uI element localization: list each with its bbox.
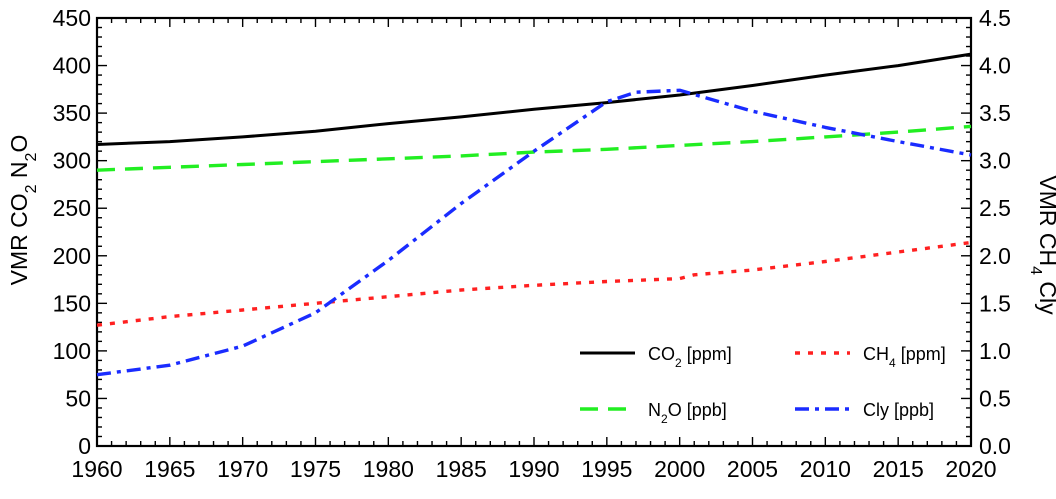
x-tick-label: 1965 xyxy=(144,456,195,482)
left-y-tick-label: 250 xyxy=(53,195,91,221)
left-y-tick-label: 200 xyxy=(53,243,91,269)
series-lines xyxy=(96,52,972,377)
plot-border xyxy=(95,16,973,448)
left-y-tick-label: 0 xyxy=(78,433,91,459)
x-tick-label: 1990 xyxy=(508,456,559,482)
x-axis: 1960 1965 1970 1975 1980 1985 1990 1995 2000 2005… xyxy=(71,456,996,482)
left-y-tick-label: 350 xyxy=(53,100,91,126)
right-y-tick-label: 2.0 xyxy=(979,243,1011,269)
x-tick-label: 1995 xyxy=(581,456,632,482)
right-y-tick-label: 0.5 xyxy=(979,385,1011,411)
series-line xyxy=(96,124,972,172)
x-tick-label: 1985 xyxy=(436,456,487,482)
right-y-axis: 0.0 0.5 1.0 1.5 2.0 2.5 3.0 3.5 4.0 4.5 xyxy=(979,5,1011,459)
legend-label: CH4 [ppm] xyxy=(863,344,946,370)
legend-label: CO2 [ppm] xyxy=(648,344,732,370)
legend-label: Cly [ppb] xyxy=(863,400,934,420)
x-tick-label: 1975 xyxy=(290,456,341,482)
right-y-tick-label: 0.0 xyxy=(979,433,1011,459)
legend-label: N2O [ppb] xyxy=(648,400,727,426)
minor-ticks xyxy=(96,17,972,447)
left-y-tick-label: 400 xyxy=(53,53,91,79)
x-tick-label: 2000 xyxy=(654,456,705,482)
x-tick-label: 2015 xyxy=(873,456,924,482)
x-tick-label: 2010 xyxy=(800,456,851,482)
legend: CO2 [ppm] CH4 [ppm] N2O [ppb] Cly [ppb] xyxy=(580,344,946,426)
left-y-axis: 0 50 100 150 200 250 300 350 400 450 xyxy=(53,5,91,459)
series-line xyxy=(96,52,972,146)
left-y-tick-label: 150 xyxy=(53,290,91,316)
right-y-tick-label: 1.5 xyxy=(979,290,1011,316)
left-y-tick-label: 50 xyxy=(65,385,91,411)
right-y-tick-label: 1.0 xyxy=(979,338,1011,364)
left-y-tick-label: 300 xyxy=(53,148,91,174)
x-tick-label: 1960 xyxy=(71,456,122,482)
left-y-tick-label: 100 xyxy=(53,338,91,364)
left-y-tick-label: 450 xyxy=(53,5,91,31)
right-y-tick-label: 4.0 xyxy=(979,53,1011,79)
x-tick-label: 1980 xyxy=(363,456,414,482)
series-line xyxy=(96,240,972,327)
right-y-tick-label: 3.5 xyxy=(979,100,1011,126)
left-axis-title: VMR CO2 N2O xyxy=(6,135,40,286)
x-tick-label: 2020 xyxy=(945,456,996,482)
right-y-tick-label: 4.5 xyxy=(979,5,1011,31)
right-axis-title: VMR CH4 Cly xyxy=(1028,175,1056,315)
plot-frame xyxy=(95,16,973,448)
x-tick-label: 2005 xyxy=(727,456,778,482)
right-y-tick-label: 3.0 xyxy=(979,148,1011,174)
series-line xyxy=(96,88,972,377)
x-tick-label: 1970 xyxy=(217,456,268,482)
right-y-tick-label: 2.5 xyxy=(979,195,1011,221)
